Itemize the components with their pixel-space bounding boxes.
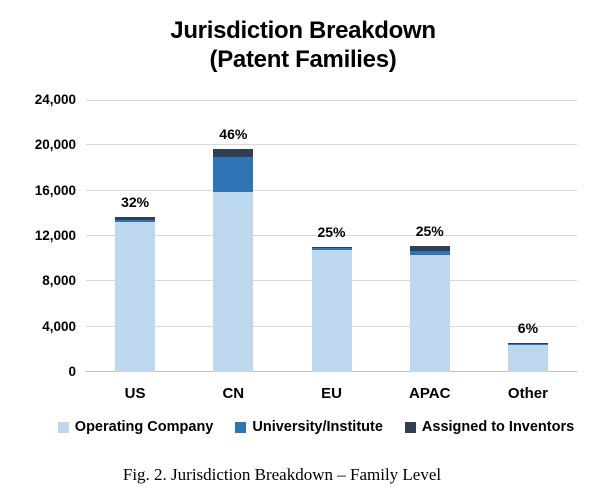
legend-swatch-icon	[235, 421, 247, 433]
bar-segment-operating-company	[507, 344, 548, 372]
bar-segment-university-institute	[115, 219, 156, 223]
bars-layer: 32% 46% 25% 25% 6%	[86, 100, 577, 372]
x-tick-label-apac: APAC	[409, 385, 451, 402]
x-tick-label-cn: CN	[222, 385, 245, 402]
legend-swatch-icon	[404, 421, 416, 433]
bar-segment-assigned-to-inventors	[311, 246, 352, 248]
bar-value-label: 6%	[517, 320, 539, 337]
bar-segment-operating-company	[409, 255, 450, 372]
bar-segment-assigned-to-inventors	[213, 149, 254, 158]
bar-group-other: 6%	[479, 100, 577, 372]
legend-label: University/Institute	[252, 419, 383, 435]
figure-caption: Fig. 2. Jurisdiction Breakdown – Family …	[122, 465, 442, 484]
gridline	[86, 100, 577, 101]
bar-value-label: 25%	[415, 223, 444, 240]
plot-area: 32% 46% 25% 25% 6%	[86, 100, 577, 372]
legend-item-operating-company: Operating Company	[57, 419, 214, 435]
x-tick-label-us: US	[124, 385, 146, 402]
bar-segment-assigned-to-inventors	[507, 343, 548, 344]
bar-value-label: 32%	[121, 193, 150, 210]
y-tick-label: 24,000	[34, 92, 76, 107]
y-tick-label: 16,000	[34, 182, 76, 198]
x-tick-label-eu: EU	[321, 385, 342, 402]
bar-segment-university-institute	[311, 247, 352, 251]
chart-title-line2: (Patent Families)	[209, 46, 397, 73]
bar-group-cn: 46%	[184, 100, 282, 372]
bar-segment-assigned-to-inventors	[115, 216, 156, 220]
x-tick-label-other: Other	[507, 385, 548, 402]
y-axis: 0 4,000 8,000 12,000 16,000 20,000 24,000	[0, 92, 76, 379]
legend-swatch-icon	[57, 421, 69, 433]
y-tick-label: 12,000	[34, 228, 76, 243]
bar-segment-operating-company	[213, 192, 254, 372]
bar-group-us: 32%	[86, 100, 184, 372]
y-tick-label: 0	[68, 364, 76, 379]
gridline	[86, 189, 577, 191]
gridline	[86, 235, 577, 236]
bar-group-apac: 25%	[381, 100, 479, 372]
legend-label: Assigned to Inventors	[421, 419, 575, 435]
legend-label: Operating Company	[74, 419, 214, 435]
bar-segment-university-institute	[409, 250, 450, 256]
chart-title: Jurisdiction Breakdown (Patent Families)	[0, 16, 606, 74]
y-tick-label: 20,000	[34, 137, 76, 153]
legend-item-university-institute: University/Institute	[235, 419, 383, 435]
bar-segment-assigned-to-inventors	[409, 246, 450, 251]
y-tick-label: 4,000	[42, 318, 76, 334]
gridline	[86, 144, 577, 146]
bar-segment-operating-company	[311, 250, 352, 372]
bar-group-eu: 25%	[282, 100, 380, 372]
legend-item-assigned-to-inventors: Assigned to Inventors	[404, 419, 575, 435]
chart-title-line1: Jurisdiction Breakdown	[170, 17, 436, 44]
x-axis-labels: US CN EU APAC Other	[86, 385, 577, 402]
bar-value-label: 46%	[219, 126, 248, 143]
bar-segment-university-institute	[213, 157, 254, 193]
bar-value-label: 25%	[317, 223, 346, 240]
y-tick-label: 8,000	[42, 273, 76, 289]
legend: Operating Company University/Institute Ass…	[17, 419, 615, 435]
bar-segment-operating-company	[115, 222, 156, 372]
bar-segment-university-institute	[507, 343, 548, 345]
